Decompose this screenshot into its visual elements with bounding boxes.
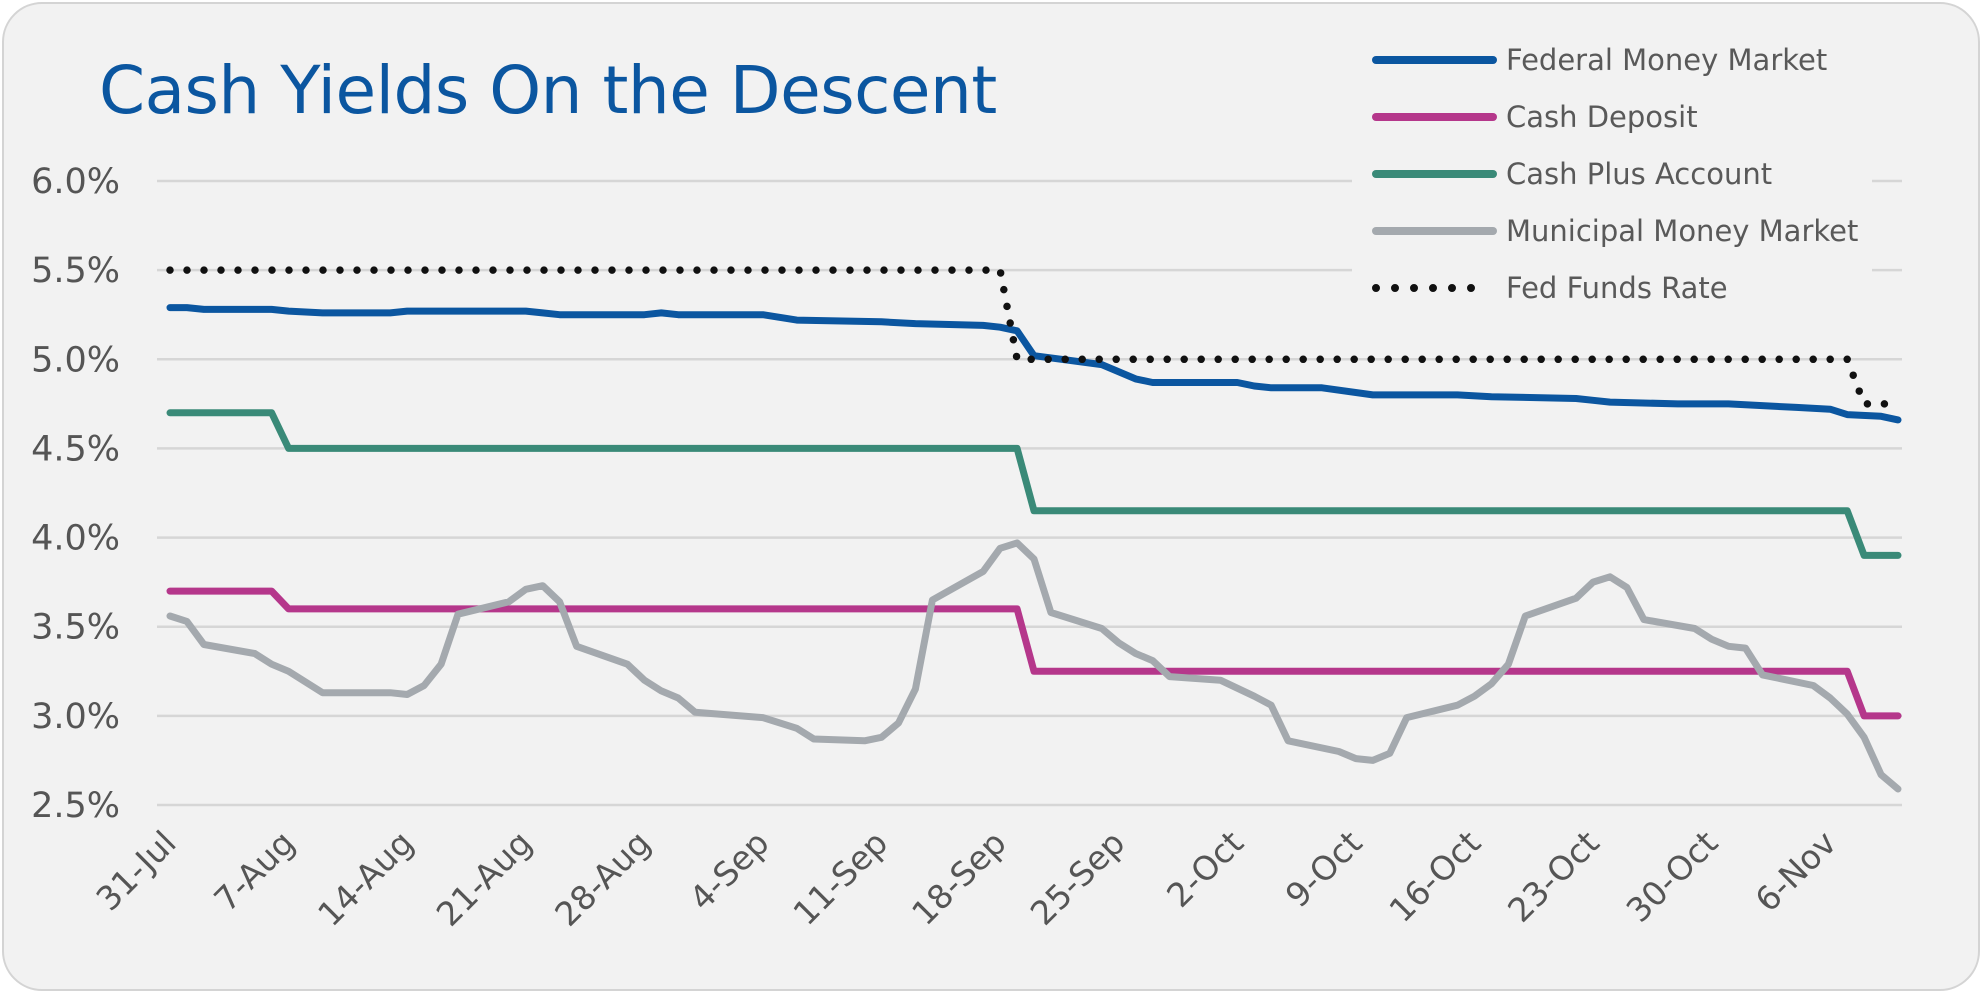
legend-label: Municipal Money Market xyxy=(1506,214,1858,248)
y-tick-label: 3.5% xyxy=(31,608,120,648)
legend-label: Cash Deposit xyxy=(1506,100,1698,134)
y-tick-label: 5.5% xyxy=(31,251,120,291)
series-line-municipal-money-market xyxy=(166,539,1902,793)
x-tick-label: 28-Aug xyxy=(547,823,658,934)
x-tick-label: 11-Sep xyxy=(786,823,896,933)
series-line-cash-deposit xyxy=(166,587,1902,720)
x-tick-label: 4-Sep xyxy=(682,823,777,918)
series-line-federal-money-market xyxy=(166,304,1902,424)
x-tick-label: 14-Aug xyxy=(310,823,421,934)
legend: Federal Money Market Cash Deposit Cash Plu… xyxy=(1352,30,1872,312)
x-tick-label: 21-Aug xyxy=(429,823,540,934)
series-line-fed-funds-rate xyxy=(166,266,1902,408)
series-lines xyxy=(166,266,1902,793)
x-tick-label: 9-Oct xyxy=(1278,823,1370,915)
x-axis-ticks: 31-Jul 7-Aug 14-Aug 21-Aug 28-Aug 4-Sep 11-Sep… xyxy=(89,823,1844,934)
legend-label: Federal Money Market xyxy=(1506,43,1827,77)
y-axis-ticks: 6.0% 5.5% 5.0% 4.5% 4.0% 3.5% 3.0% 2.5% xyxy=(31,162,120,826)
x-tick-label: 30-Oct xyxy=(1619,823,1726,930)
y-tick-label: 6.0% xyxy=(31,162,120,202)
x-tick-label: 2-Oct xyxy=(1159,823,1251,915)
y-tick-label: 3.0% xyxy=(31,697,120,737)
x-tick-label: 7-Aug xyxy=(206,823,302,919)
chart-title: Cash Yields On the Descent xyxy=(99,52,997,129)
y-tick-label: 4.0% xyxy=(31,519,120,559)
legend-label: Cash Plus Account xyxy=(1506,157,1772,191)
x-tick-label: 31-Jul xyxy=(89,823,184,918)
y-tick-label: 5.0% xyxy=(31,340,120,380)
series-line-cash-plus-account xyxy=(166,409,1902,559)
x-tick-label: 16-Oct xyxy=(1381,823,1488,930)
y-tick-label: 2.5% xyxy=(31,786,120,826)
x-tick-label: 18-Sep xyxy=(904,823,1014,933)
x-tick-label: 6-Nov xyxy=(1748,823,1844,919)
y-tick-label: 4.5% xyxy=(31,429,120,469)
x-tick-label: 23-Oct xyxy=(1500,823,1607,930)
x-tick-label: 25-Sep xyxy=(1023,823,1133,933)
legend-label: Fed Funds Rate xyxy=(1506,271,1728,305)
